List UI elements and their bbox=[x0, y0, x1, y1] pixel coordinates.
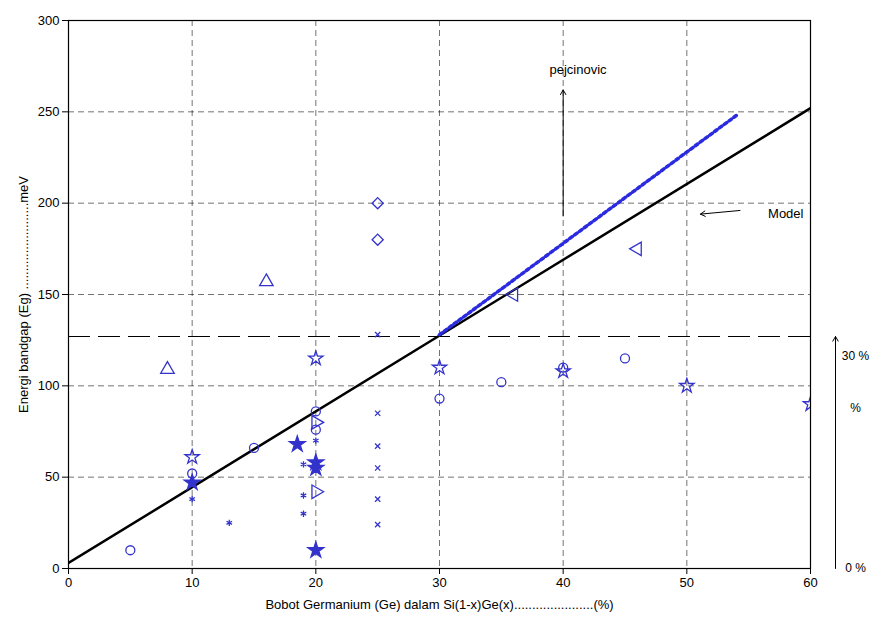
svg-text:200: 200 bbox=[38, 195, 60, 210]
svg-text:30: 30 bbox=[432, 575, 446, 590]
svg-text:pejcinovic: pejcinovic bbox=[549, 62, 607, 77]
svg-text:50: 50 bbox=[45, 469, 59, 484]
svg-text:Energi bandgap (Eg) ..........: Energi bandgap (Eg) ....................… bbox=[16, 176, 31, 413]
svg-text:Bobot Germanium (Ge) dalam Si(: Bobot Germanium (Ge) dalam Si(1-x)Ge(x).… bbox=[265, 597, 613, 612]
svg-text:10: 10 bbox=[185, 575, 199, 590]
svg-text:30 %: 30 % bbox=[842, 349, 870, 363]
svg-text:150: 150 bbox=[38, 287, 60, 302]
svg-text:40: 40 bbox=[556, 575, 570, 590]
svg-text:%: % bbox=[850, 401, 861, 415]
svg-text:300: 300 bbox=[38, 13, 60, 28]
svg-text:Model: Model bbox=[768, 206, 804, 221]
svg-text:0: 0 bbox=[65, 575, 72, 590]
svg-text:20: 20 bbox=[309, 575, 323, 590]
svg-text:50: 50 bbox=[680, 575, 694, 590]
svg-text:100: 100 bbox=[38, 378, 60, 393]
svg-text:0: 0 bbox=[52, 561, 59, 576]
svg-text:0 %: 0 % bbox=[845, 561, 866, 575]
svg-text:250: 250 bbox=[38, 104, 60, 119]
svg-text:60: 60 bbox=[803, 575, 817, 590]
